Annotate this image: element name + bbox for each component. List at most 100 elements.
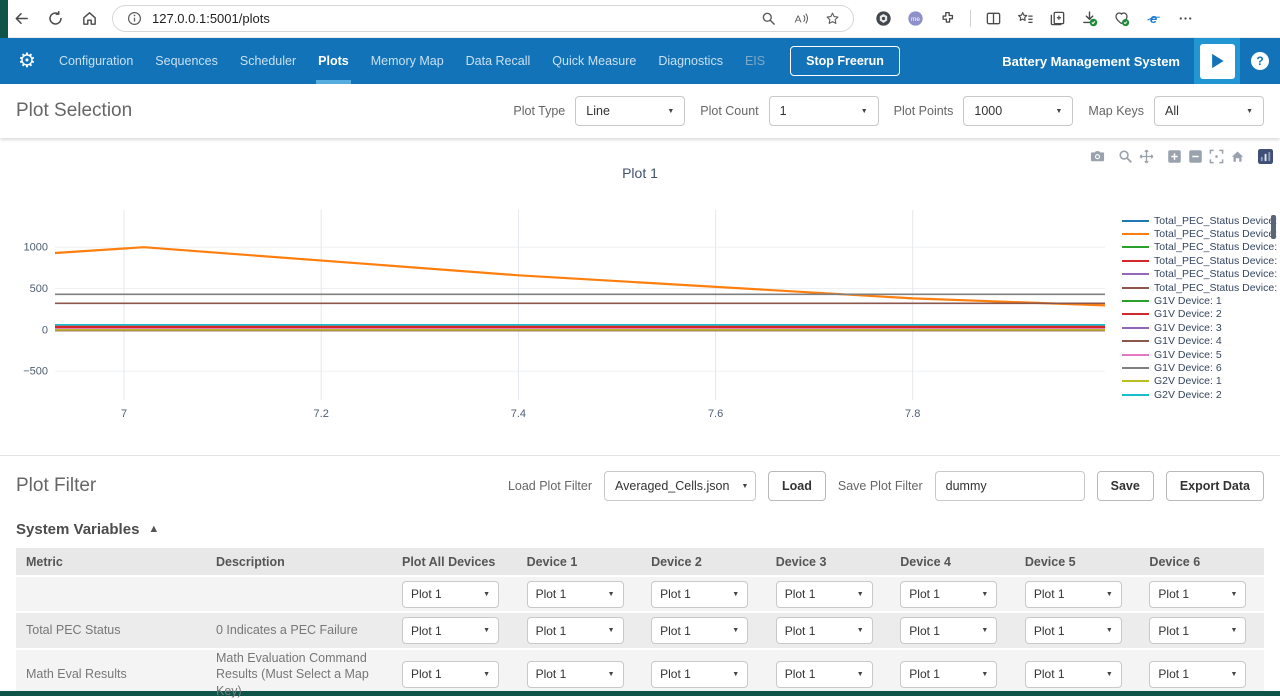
legend-item-total-pec-status-device-5[interactable]: Total_PEC_Status Device: 5	[1122, 268, 1272, 281]
legend-item-total-pec-status-device-2[interactable]: Total_PEC_Status Device: 2	[1122, 227, 1272, 240]
plot-select-value: Plot 1	[1158, 587, 1189, 601]
all-metrics-device-3-select[interactable]: Plot 1▼	[776, 581, 873, 608]
plot-count-select[interactable]: 1▼	[769, 96, 879, 126]
plotly-logo-icon[interactable]	[1257, 148, 1274, 165]
export-data-button[interactable]: Export Data	[1166, 471, 1264, 501]
plot-points-select[interactable]: 1000▼	[963, 96, 1073, 126]
help-icon[interactable]: ?	[1251, 52, 1269, 70]
legend-label: G2V Device: 1	[1154, 375, 1222, 387]
math-eval-results-device-6-select[interactable]: Plot 1▼	[1149, 661, 1246, 688]
reset-axes-icon[interactable]	[1229, 148, 1246, 165]
math-eval-results-device-3-select[interactable]: Plot 1▼	[776, 661, 873, 688]
favorites-bar-icon[interactable]	[1016, 9, 1035, 28]
downloads-icon[interactable]	[1080, 9, 1099, 28]
all-metrics-device-2-select[interactable]: Plot 1▼	[651, 581, 748, 608]
load-button[interactable]: Load	[768, 471, 826, 501]
legend-item-total-pec-status-device-3[interactable]: Total_PEC_Status Device: 3	[1122, 241, 1272, 254]
math-eval-results-plot-all-devices-select[interactable]: Plot 1▼	[402, 661, 499, 688]
legend-item-total-pec-status-device-6[interactable]: Total_PEC_Status Device: 6	[1122, 281, 1272, 294]
save-button[interactable]: Save	[1097, 471, 1154, 501]
all-metrics-device-6-select[interactable]: Plot 1▼	[1149, 581, 1246, 608]
load-plot-filter-select[interactable]: Averaged_Cells.json ▼	[604, 471, 756, 501]
total-pec-status-plot-all-devices-select[interactable]: Plot 1▼	[402, 617, 499, 644]
nav-item-plots[interactable]: Plots	[307, 38, 360, 84]
math-eval-results-device-1-select[interactable]: Plot 1▼	[527, 661, 624, 688]
legend-item-g1v-device-4[interactable]: G1V Device: 4	[1122, 335, 1272, 348]
ie-mode-icon[interactable]: e	[1144, 9, 1163, 28]
nav-item-configuration[interactable]: Configuration	[48, 38, 144, 84]
zoom-in-icon[interactable]	[1166, 148, 1183, 165]
zoom-icon[interactable]	[1117, 148, 1134, 165]
save-plot-filter-input[interactable]	[935, 471, 1085, 501]
legend-item-g2v-device-1[interactable]: G2V Device: 1	[1122, 375, 1272, 388]
more-icon[interactable]	[1176, 9, 1195, 28]
legend-item-g1v-device-1[interactable]: G1V Device: 1	[1122, 294, 1272, 307]
select-cell: Plot 1▼	[766, 581, 891, 608]
read-aloud-icon[interactable]: A	[791, 10, 809, 28]
nav-item-quick-measure[interactable]: Quick Measure	[541, 38, 647, 84]
legend-item-g1v-device-2[interactable]: G1V Device: 2	[1122, 308, 1272, 321]
plot-select-value: Plot 1	[785, 587, 816, 601]
nav-item-diagnostics[interactable]: Diagnostics	[647, 38, 734, 84]
all-metrics-device-1-select[interactable]: Plot 1▼	[527, 581, 624, 608]
math-eval-results-device-4-select[interactable]: Plot 1▼	[900, 661, 997, 688]
adblock-extension-icon[interactable]	[874, 9, 893, 28]
nav-item-sequences[interactable]: Sequences	[144, 38, 229, 84]
stop-freerun-button[interactable]: Stop Freerun	[790, 46, 900, 76]
all-metrics-device-4-select[interactable]: Plot 1▼	[900, 581, 997, 608]
all-metrics-device-5-select[interactable]: Plot 1▼	[1025, 581, 1122, 608]
collections-icon[interactable]	[1048, 9, 1067, 28]
nav-item-scheduler[interactable]: Scheduler	[229, 38, 307, 84]
browser-refresh-button[interactable]	[42, 6, 68, 32]
favorite-star-icon[interactable]	[823, 10, 841, 28]
camera-icon[interactable]	[1089, 148, 1106, 165]
map-keys-select[interactable]: All▼	[1154, 96, 1264, 126]
address-bar[interactable]: 127.0.0.1:5001/plots A	[112, 5, 854, 32]
me-extension-icon[interactable]: me	[906, 9, 925, 28]
select-cell: Plot 1▼	[1139, 581, 1264, 608]
total-pec-status-device-2-select[interactable]: Plot 1▼	[651, 617, 748, 644]
legend-item-total-pec-status-device-4[interactable]: Total_PEC_Status Device: 4	[1122, 254, 1272, 267]
legend-item-total-pec-status-device-1[interactable]: Total_PEC_Status Device: 1	[1122, 214, 1272, 227]
browser-essentials-icon[interactable]	[1112, 9, 1131, 28]
collapse-triangle-icon[interactable]: ▲	[148, 523, 159, 535]
legend-item-g1v-device-3[interactable]: G1V Device: 3	[1122, 321, 1272, 334]
column-device-5: Device 5	[1015, 555, 1140, 569]
plot-canvas[interactable]: 77.27.47.67.8−50005001000	[0, 138, 1280, 428]
total-pec-status-device-6-select[interactable]: Plot 1▼	[1149, 617, 1246, 644]
total-pec-status-device-5-select[interactable]: Plot 1▼	[1025, 617, 1122, 644]
plot-type-select[interactable]: Line▼	[575, 96, 685, 126]
browser-back-button[interactable]	[8, 6, 34, 32]
legend-item-g2v-device-2[interactable]: G2V Device: 2	[1122, 388, 1272, 401]
site-info-icon[interactable]	[125, 10, 143, 28]
math-eval-results-device-5-select[interactable]: Plot 1▼	[1025, 661, 1122, 688]
autoscale-icon[interactable]	[1208, 148, 1225, 165]
total-pec-status-device-3-select[interactable]: Plot 1▼	[776, 617, 873, 644]
plot-select-value: Plot 1	[785, 667, 816, 681]
split-screen-icon[interactable]	[984, 9, 1003, 28]
control-plot-type: Plot TypeLine▼	[513, 96, 685, 126]
all-metrics-plot-all-devices-select[interactable]: Plot 1▼	[402, 581, 499, 608]
search-icon[interactable]	[759, 10, 777, 28]
control-plot-count: Plot Count1▼	[700, 96, 878, 126]
legend-item-g1v-device-5[interactable]: G1V Device: 5	[1122, 348, 1272, 361]
math-eval-results-device-2-select[interactable]: Plot 1▼	[651, 661, 748, 688]
legend-scrollbar[interactable]	[1271, 215, 1276, 239]
browser-toolbar: 127.0.0.1:5001/plots A me e	[0, 0, 1280, 38]
nav-item-data-recall[interactable]: Data Recall	[455, 38, 542, 84]
nav-item-eis[interactable]: EIS	[734, 38, 776, 84]
nav-item-memory-map[interactable]: Memory Map	[360, 38, 455, 84]
zoom-out-icon[interactable]	[1187, 148, 1204, 165]
description-cell: Math Evaluation Command Results (Must Se…	[206, 650, 392, 699]
total-pec-status-device-4-select[interactable]: Plot 1▼	[900, 617, 997, 644]
browser-home-button[interactable]	[76, 6, 102, 32]
gear-icon[interactable]: ⚙	[18, 51, 36, 71]
toolbar-divider	[970, 10, 971, 27]
extensions-icon[interactable]	[938, 9, 957, 28]
url-text[interactable]: 127.0.0.1:5001/plots	[152, 11, 270, 26]
pan-icon[interactable]	[1138, 148, 1155, 165]
plot-select-value: Plot 1	[660, 667, 691, 681]
plot-type-value: Line	[586, 104, 610, 118]
legend-item-g1v-device-6[interactable]: G1V Device: 6	[1122, 361, 1272, 374]
total-pec-status-device-1-select[interactable]: Plot 1▼	[527, 617, 624, 644]
